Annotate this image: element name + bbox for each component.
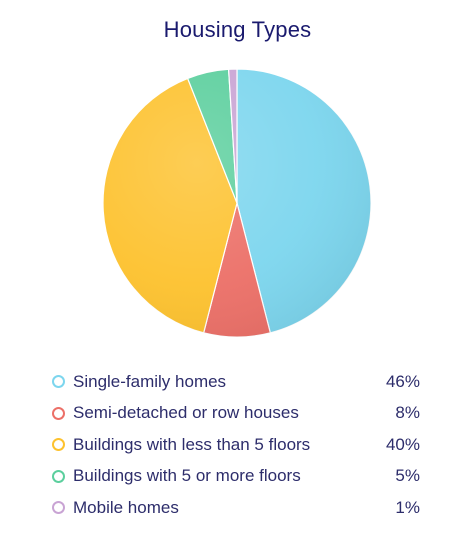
legend-marker-icon	[52, 501, 65, 515]
legend-label: Buildings with 5 or more floors	[73, 466, 301, 486]
legend-value: 5%	[395, 466, 420, 486]
legend-label: Buildings with less than 5 floors	[73, 434, 311, 454]
legend-item[interactable]: Buildings with less than 5 floors 40%	[50, 429, 420, 461]
legend-item[interactable]: Single-family homes 46%	[50, 366, 420, 398]
legend-item[interactable]: Semi-detached or row houses 8%	[50, 398, 420, 430]
legend-label: Mobile homes	[73, 497, 179, 517]
legend-marker-icon	[52, 438, 65, 452]
legend-item[interactable]: Mobile homes 1%	[50, 492, 420, 524]
pie-svg	[102, 68, 372, 338]
chart-title: Housing Types	[163, 17, 312, 42]
legend-label: Single-family homes	[73, 371, 227, 391]
legend-value: 46%	[385, 371, 420, 391]
legend: Single-family homes 46% Semi-detached or r…	[50, 366, 420, 524]
legend-label: Semi-detached or row houses	[73, 403, 299, 423]
legend-marker-icon	[52, 469, 65, 483]
legend-marker-icon	[52, 375, 65, 389]
legend-value: 1%	[395, 497, 420, 517]
legend-marker-icon	[52, 406, 65, 420]
legend-value: 40%	[385, 434, 420, 454]
legend-item[interactable]: Buildings with 5 or more floors 5%	[50, 461, 420, 493]
legend-value: 8%	[395, 403, 420, 423]
pie-chart	[98, 66, 376, 340]
